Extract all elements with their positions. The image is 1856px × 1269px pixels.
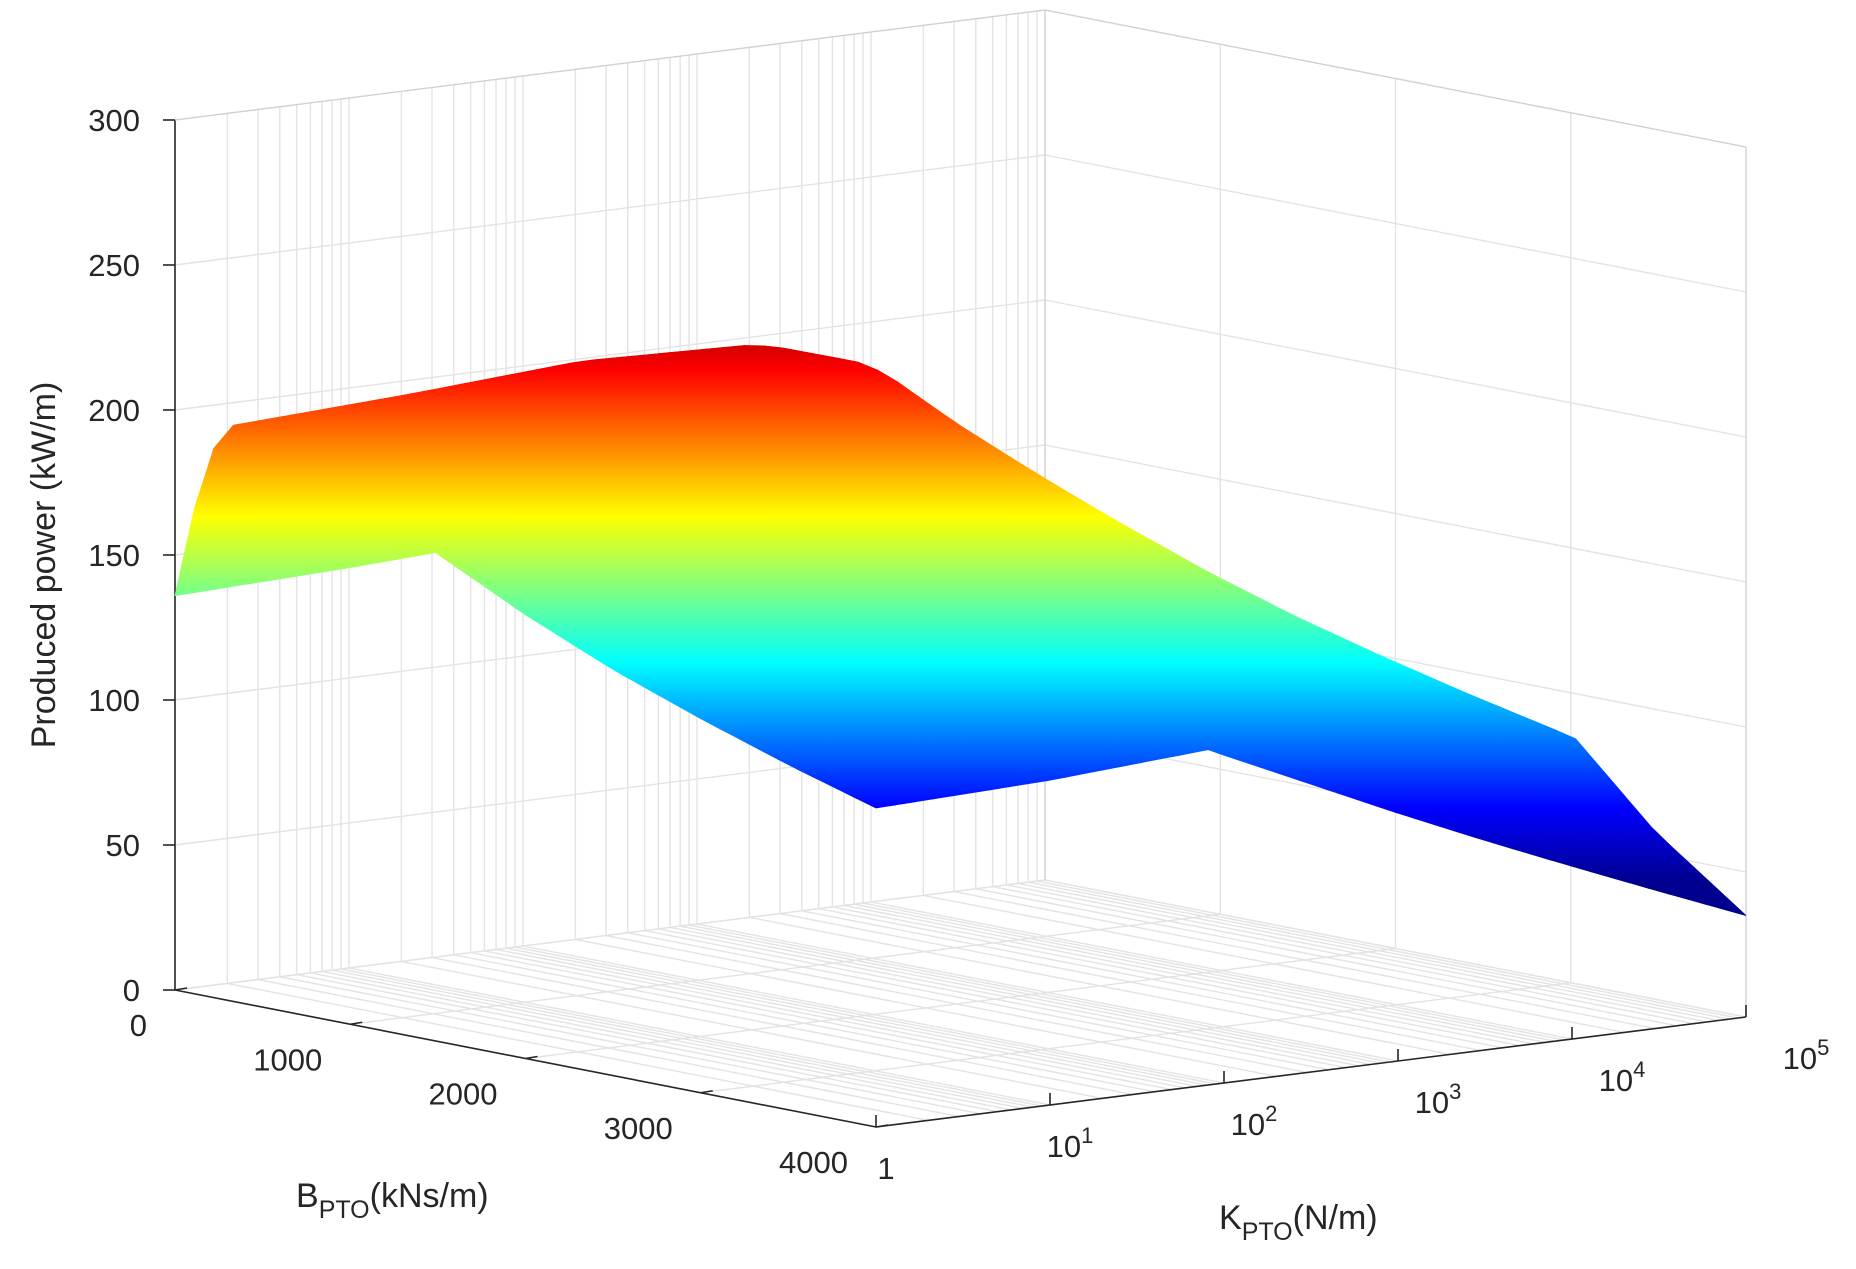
tick-mark [350,1021,363,1026]
k-tick-exponent: 5 [1817,1035,1829,1060]
k-tick-label: 105 [1783,1035,1830,1076]
k-tick-base: 10 [1783,1041,1817,1076]
b-tick-label: 4000 [779,1145,848,1180]
surface-patch [1025,479,1066,598]
k-tick-label: 103 [1415,1079,1462,1120]
k-tick-exponent: 3 [1449,1079,1461,1104]
b-tick-label: 2000 [429,1077,498,1112]
k-tick-label: 104 [1599,1057,1646,1098]
y-axis-label-unit: (N/m) [1293,1199,1378,1237]
z-tick-label: 250 [88,248,140,283]
k-tick-base: 10 [1415,1085,1449,1120]
tick-mark [700,1089,713,1094]
x-axis-label-sub: PTO [319,1196,370,1224]
b-tick-label: 1000 [253,1042,322,1077]
k-tick-label: 102 [1231,1101,1278,1142]
tick-mark [525,1055,538,1060]
k-tick-base: 10 [1231,1107,1265,1142]
z-gridline [174,299,1046,411]
b-tick-label: 3000 [604,1111,673,1146]
tick-mark [875,1124,889,1128]
y-axis-label-sub: PTO [1242,1218,1293,1246]
b-gridline [350,913,1221,1025]
k-tick-base: 10 [1599,1063,1633,1098]
z-tick-label: 50 [106,828,140,863]
z-tick-label: 300 [88,103,140,138]
z-tick-label: 100 [88,683,140,718]
z-tick-label: 0 [123,973,140,1008]
z-gridline [174,154,1046,266]
y-axis-label: KPTO(N/m) [1219,1199,1378,1246]
x-axis-label-unit: (kNs/m) [370,1177,489,1215]
k-tick-base: 10 [1047,1129,1081,1164]
x-axis-label-main: B [296,1177,319,1215]
k-tick-exponent: 2 [1265,1101,1277,1126]
b-gridline [174,879,1046,991]
k-tick-label: 1 [877,1151,894,1186]
b-tick-label: 0 [130,1008,147,1043]
power-surface [174,345,1747,916]
k-tick-exponent: 4 [1633,1057,1645,1082]
k-tick-exponent: 1 [1081,1123,1093,1148]
k-tick-base: 1 [877,1151,894,1186]
k-axis-line [875,1016,1747,1128]
k-tick-label: 101 [1047,1123,1094,1164]
back-edge [174,9,1046,121]
b-gridline [700,982,1571,1094]
b-gridline [525,947,1396,1060]
back-edge [1044,9,1747,148]
z-axis-label: Produced power (kW/m) [25,382,63,749]
tick-mark [174,987,188,991]
z-tick-label: 200 [88,393,140,428]
x-axis-label: BPTO(kNs/m) [296,1177,489,1224]
z-tick-label: 150 [88,538,140,573]
y-axis-label-main: K [1219,1199,1242,1237]
